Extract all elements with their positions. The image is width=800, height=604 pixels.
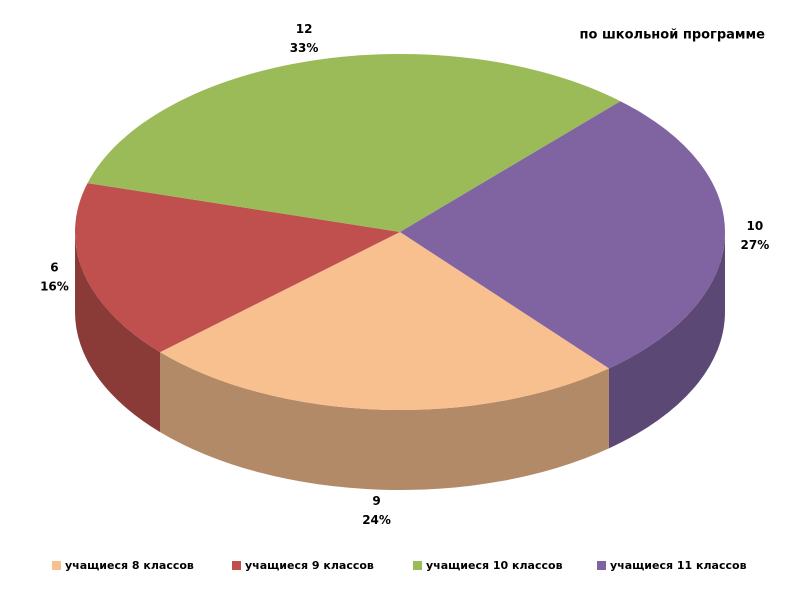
legend-swatch [413,561,422,570]
slice-side [160,352,609,490]
slice [160,232,609,410]
slice [87,54,621,232]
data-label: 16% [40,279,69,293]
data-label: 33% [290,41,319,55]
data-label: 27% [741,238,770,252]
legend-swatch [597,561,606,570]
slice [400,101,725,369]
legend-swatch [52,561,61,570]
legend-label: учащиеся 8 классов [65,559,194,572]
legend-label: учащиеся 10 классов [426,559,563,572]
legend-label: учащиеся 9 классов [245,559,374,572]
data-label: 6 [50,260,58,274]
slice-side [608,232,725,449]
slice-side [75,232,161,433]
data-label: 10 [747,219,764,233]
slice [74,183,400,353]
data-label: 24% [362,513,391,527]
chart-title: по школьной программе [580,28,766,43]
data-label: 9 [372,494,380,508]
legend-swatch [232,561,241,570]
data-label: 12 [296,22,313,36]
legend-label: учащиеся 11 классов [610,559,747,572]
